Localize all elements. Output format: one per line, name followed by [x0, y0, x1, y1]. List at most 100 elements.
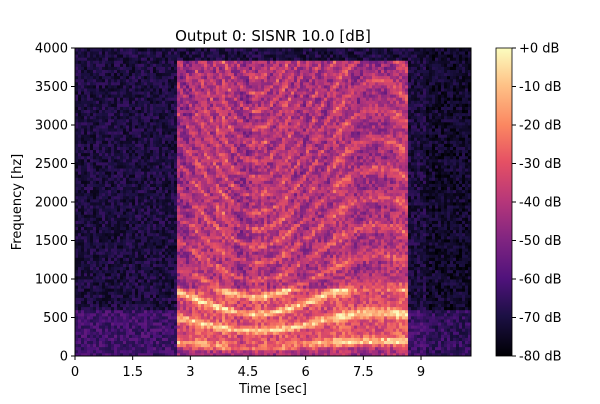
heatmap-cell	[183, 235, 187, 240]
heatmap-cell	[222, 235, 226, 240]
heatmap-cell	[123, 346, 127, 351]
heatmap-cell	[138, 205, 142, 209]
heatmap-cell	[144, 198, 148, 203]
heatmap-cell	[213, 174, 217, 178]
heatmap-cell	[195, 88, 199, 92]
heatmap-cell	[138, 186, 142, 191]
heatmap-cell	[102, 177, 106, 181]
heatmap-cell	[174, 109, 178, 114]
heatmap-cell	[183, 48, 187, 52]
heatmap-cell	[108, 235, 112, 240]
heatmap-cell	[129, 325, 133, 329]
heatmap-cell	[129, 334, 133, 338]
heatmap-cell	[147, 352, 151, 357]
heatmap-cell	[105, 128, 109, 132]
heatmap-cell	[162, 282, 166, 286]
heatmap-cell	[108, 309, 112, 314]
heatmap-cell	[180, 352, 184, 357]
heatmap-cell	[120, 134, 124, 138]
heatmap-cell	[153, 211, 157, 215]
heatmap-cell	[84, 328, 88, 332]
heatmap-cell	[120, 60, 124, 64]
heatmap-cell	[99, 121, 103, 126]
heatmap-cell	[156, 171, 160, 175]
heatmap-cell	[156, 106, 160, 110]
heatmap-cell	[171, 232, 175, 237]
heatmap-cell	[99, 325, 103, 329]
heatmap-cell	[162, 140, 166, 144]
heatmap-cell	[153, 282, 157, 286]
heatmap-cell	[102, 198, 106, 203]
heatmap-cell	[213, 69, 217, 74]
heatmap-cell	[186, 54, 190, 58]
heatmap-cell	[222, 195, 226, 200]
heatmap-cell	[183, 109, 187, 114]
heatmap-cell	[195, 238, 199, 243]
heatmap-cell	[180, 300, 184, 305]
heatmap-cell	[135, 279, 139, 283]
heatmap-cell	[222, 319, 226, 323]
heatmap-cell	[138, 220, 142, 224]
heatmap-cell	[132, 282, 136, 286]
heatmap-cell	[81, 88, 85, 92]
heatmap-cell	[84, 97, 88, 101]
heatmap-cell	[222, 66, 226, 70]
heatmap-cell	[144, 88, 148, 92]
heatmap-cell	[192, 81, 196, 86]
heatmap-cell	[126, 223, 130, 228]
heatmap-cell	[144, 192, 148, 197]
heatmap-cell	[93, 275, 97, 280]
heatmap-cell	[90, 266, 94, 271]
heatmap-cell	[114, 121, 118, 126]
heatmap-cell	[156, 72, 160, 77]
heatmap-cell	[105, 245, 109, 249]
heatmap-cell	[222, 340, 226, 345]
heatmap-cell	[129, 91, 133, 95]
heatmap-cell	[183, 72, 187, 77]
heatmap-cell	[216, 245, 220, 249]
heatmap-cell	[123, 177, 127, 181]
heatmap-cell	[129, 177, 133, 181]
heatmap-cell	[99, 171, 103, 175]
heatmap-cell	[216, 279, 220, 283]
heatmap-cell	[222, 263, 226, 268]
heatmap-cell	[102, 118, 106, 123]
heatmap-cell	[120, 106, 124, 110]
heatmap-cell	[210, 118, 214, 123]
heatmap-cell	[114, 198, 118, 203]
heatmap-cell	[123, 343, 127, 348]
heatmap-cell	[162, 128, 166, 132]
heatmap-cell	[198, 158, 202, 163]
heatmap-cell	[132, 137, 136, 141]
heatmap-cell	[177, 69, 181, 74]
heatmap-cell	[102, 315, 106, 320]
heatmap-cell	[168, 294, 172, 298]
heatmap-cell	[108, 152, 112, 157]
heatmap-cell	[129, 349, 133, 354]
heatmap-cell	[147, 205, 151, 209]
heatmap-cell	[90, 251, 94, 255]
heatmap-cell	[126, 155, 130, 160]
heatmap-cell	[165, 254, 169, 258]
heatmap-cell	[96, 214, 100, 218]
heatmap-cell	[138, 48, 142, 52]
heatmap-cell	[216, 158, 220, 163]
heatmap-cell	[174, 226, 178, 231]
heatmap-cell	[81, 131, 85, 135]
heatmap-cell	[177, 211, 181, 215]
heatmap-cell	[183, 94, 187, 98]
heatmap-cell	[222, 322, 226, 326]
heatmap-cell	[141, 235, 145, 240]
heatmap-cell	[186, 349, 190, 354]
heatmap-cell	[150, 97, 154, 101]
heatmap-cell	[135, 229, 139, 234]
heatmap-cell	[153, 186, 157, 191]
heatmap-cell	[198, 149, 202, 154]
heatmap-cell	[222, 189, 226, 194]
heatmap-cell	[165, 198, 169, 203]
heatmap-cell	[195, 352, 199, 357]
heatmap-cell	[132, 223, 136, 228]
heatmap-cell	[81, 125, 85, 129]
heatmap-cell	[216, 174, 220, 178]
heatmap-cell	[165, 226, 169, 231]
